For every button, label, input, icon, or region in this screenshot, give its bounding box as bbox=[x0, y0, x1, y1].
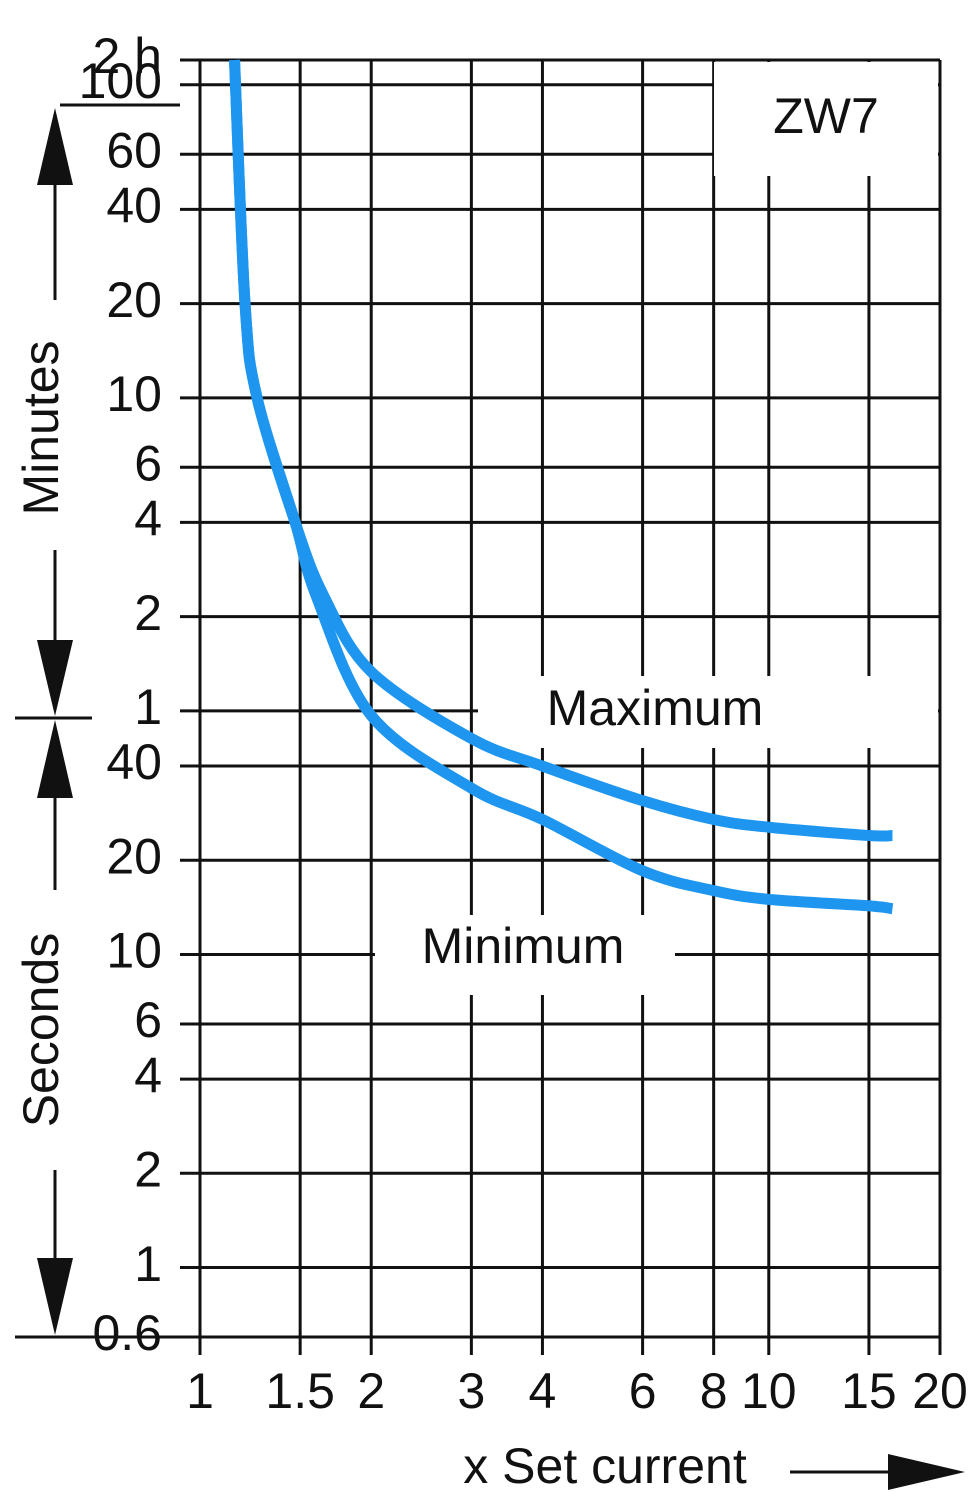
arrow-head bbox=[37, 720, 73, 798]
y-tick-label: 100 bbox=[79, 53, 162, 109]
x-tick-label: 3 bbox=[457, 1363, 485, 1419]
x-tick-label: 2 bbox=[357, 1363, 385, 1419]
y-axis-label: Seconds bbox=[13, 933, 69, 1128]
y-tick-label: 2 bbox=[134, 585, 162, 641]
x-axis-label: x Set current bbox=[463, 1438, 747, 1494]
curves bbox=[229, 59, 894, 915]
label-backgrounds bbox=[375, 62, 938, 995]
x-tick-label: 4 bbox=[529, 1363, 557, 1419]
y-tick-label: 1 bbox=[134, 1236, 162, 1292]
y-tick-label: 40 bbox=[106, 734, 162, 790]
arrow-head bbox=[37, 1258, 73, 1335]
y-tick-label: 2 bbox=[134, 1142, 162, 1198]
y-tick-label: 60 bbox=[106, 122, 162, 178]
y-axis-label: Minutes bbox=[13, 340, 69, 515]
x-tick-label: 10 bbox=[741, 1363, 797, 1419]
x-tick-label: 15 bbox=[841, 1363, 897, 1419]
y-tick-label: 4 bbox=[134, 491, 162, 547]
axis-arrows bbox=[15, 103, 965, 1490]
y-tick-label: 40 bbox=[106, 178, 162, 234]
annotation: ZW7 bbox=[773, 88, 879, 144]
annotation-box bbox=[714, 62, 938, 176]
label-box bbox=[478, 676, 938, 748]
x-tick-label: 8 bbox=[700, 1363, 728, 1419]
arrow-head bbox=[37, 108, 73, 185]
y-tick-label: 10 bbox=[106, 923, 162, 979]
y-tick-label: 20 bbox=[106, 828, 162, 884]
label-box bbox=[375, 915, 675, 995]
x-tick-label: 1 bbox=[186, 1363, 214, 1419]
series-label: Maximum bbox=[547, 680, 764, 736]
x-tick-label: 6 bbox=[629, 1363, 657, 1419]
y-tick-label: 6 bbox=[134, 992, 162, 1048]
x-tick-label: 20 bbox=[912, 1363, 968, 1419]
x-tick-label: 1.5 bbox=[265, 1363, 335, 1419]
y-tick-label: 0.6 bbox=[92, 1305, 162, 1361]
y-tick-label: 4 bbox=[134, 1047, 162, 1103]
y-tick-label: 10 bbox=[106, 366, 162, 422]
y-tick-label: 6 bbox=[134, 435, 162, 491]
arrow-head bbox=[37, 640, 73, 716]
arrow-head bbox=[888, 1454, 965, 1490]
labels: ZW7 Maximum Minimum x Set current Minute… bbox=[13, 28, 968, 1494]
y-tick-label: 20 bbox=[106, 272, 162, 328]
series-label: Minimum bbox=[422, 918, 625, 974]
series-line bbox=[229, 59, 894, 915]
y-tick-label: 2 h bbox=[92, 28, 162, 84]
y-tick-label: 1 bbox=[134, 679, 162, 735]
